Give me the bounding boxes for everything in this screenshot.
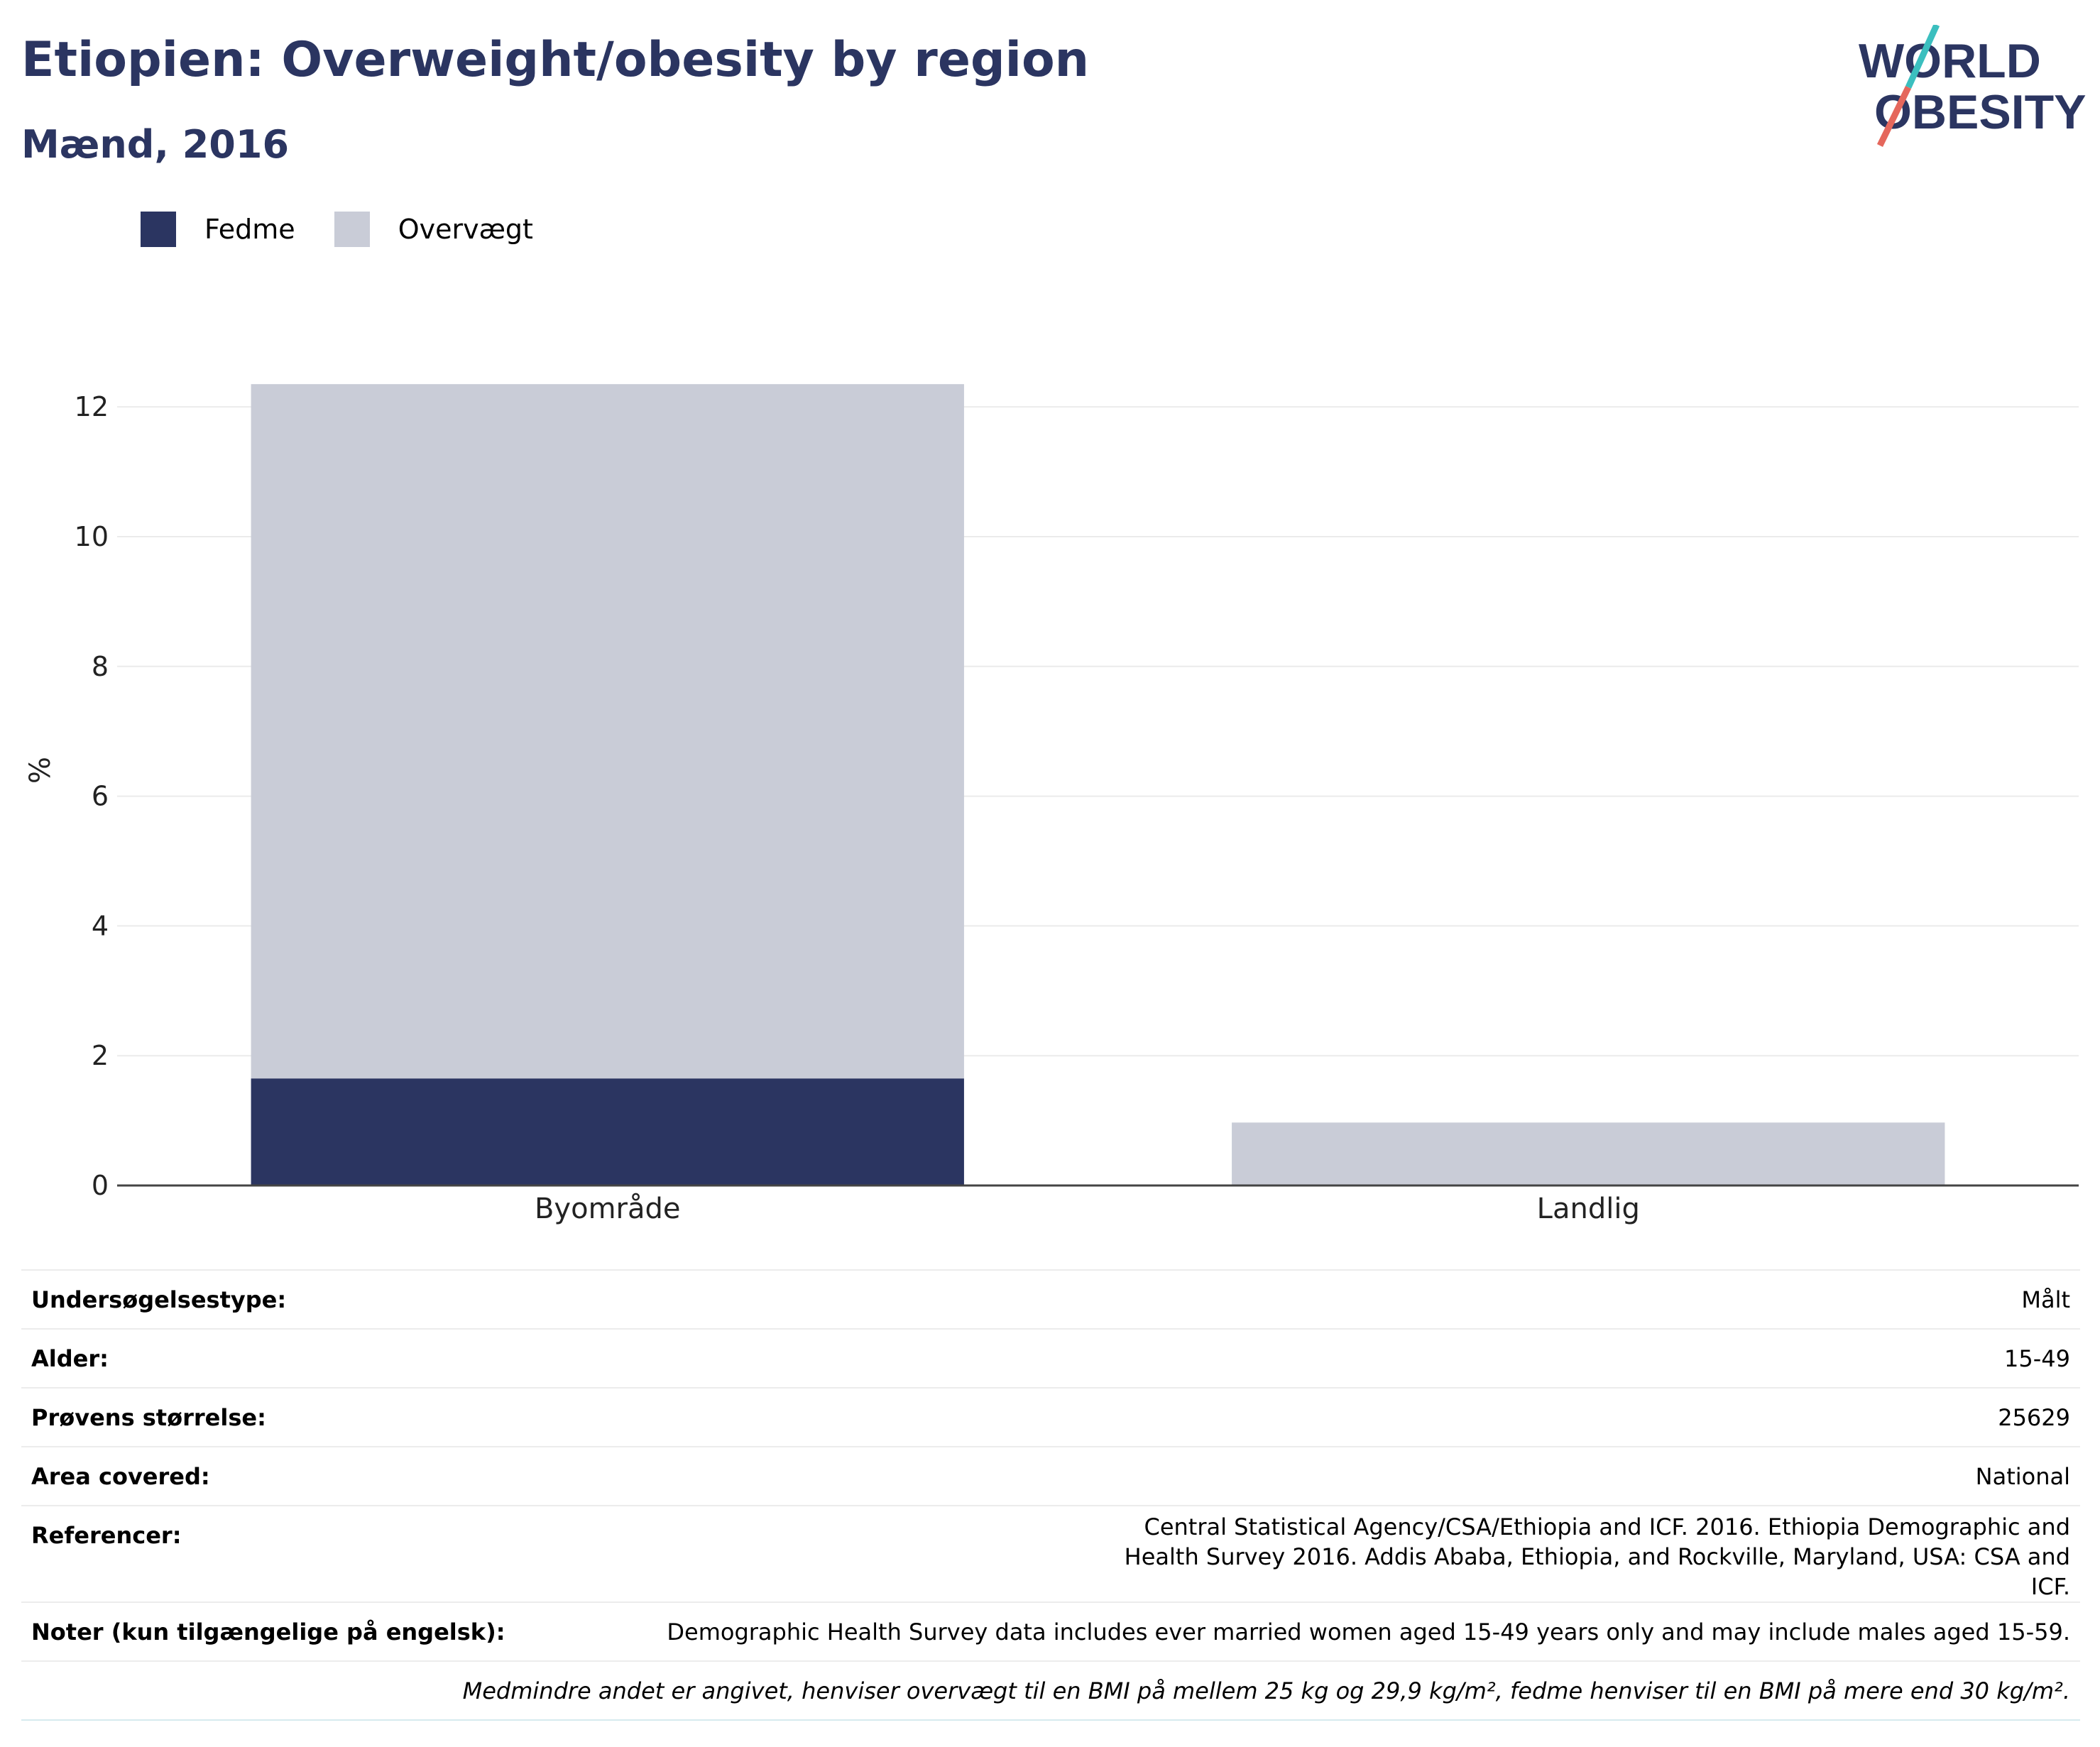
bar-overvægt [251,384,964,1079]
logo-red-slash [1876,86,1912,147]
x-tick-label: Landlig [1537,1193,1640,1225]
y-tick-label: 6 [92,781,109,812]
info-key: Area covered: [21,1446,515,1506]
info-key: Prøvens størrelse: [21,1387,515,1447]
info-key: Referencer: [21,1505,515,1602]
page-subtitle: Mænd, 2016 [21,122,290,167]
legend-label-overvaegt[interactable]: Overvægt [398,214,533,245]
y-tick-label: 4 [92,910,109,941]
y-tick-label: 2 [92,1040,109,1071]
info-row-age: Alder: 15-49 [21,1328,2080,1388]
info-table: Undersøgelsestype: Målt Alder: 15-49 Prøve… [21,1269,2080,1721]
info-row-references: Referencer: Central Statistical Agency/CS… [21,1505,2080,1602]
logo-line2: OBESITY [1874,85,2087,139]
info-row-survey-type: Undersøgelsestype: Målt [21,1269,2080,1329]
footnote: Medmindre andet er angivet, henviser ove… [21,1660,2080,1721]
info-key: Alder: [21,1328,515,1388]
info-row-notes: Noter (kun tilgængelige på engelsk): Demo… [21,1601,2080,1661]
world-obesity-logo: WORLD OBESITY [1859,25,2087,147]
info-value: 25629 [515,1387,2080,1447]
info-value: 15-49 [515,1328,2080,1388]
legend-swatch-overvaegt[interactable] [334,212,370,247]
info-value: Målt [515,1269,2080,1329]
logo-line1: WORLD [1859,34,2041,88]
info-key: Undersøgelsestype: [21,1269,515,1329]
chart-legend: Fedme Overvægt [141,212,572,247]
info-row-sample-size: Prøvens størrelse: 25629 [21,1387,2080,1447]
info-value: Central Statistical Agency/CSA/Ethiopia … [515,1505,2080,1602]
info-key: Noter (kun tilgængelige på engelsk): [21,1601,515,1661]
y-axis-label: % [24,757,57,784]
y-tick-label: 10 [75,521,109,552]
x-tick-label: Byområde [535,1193,681,1225]
info-row-area: Area covered: National [21,1446,2080,1506]
legend-label-fedme[interactable]: Fedme [204,214,295,245]
legend-swatch-fedme[interactable] [141,212,176,247]
bar-fedme [251,1078,964,1185]
info-row-footnote: Medmindre andet er angivet, henviser ove… [21,1660,2080,1721]
y-tick-label: 12 [75,391,109,422]
y-tick-label: 0 [92,1170,109,1201]
page-title: Etiopien: Overweight/obesity by region [21,32,1090,88]
info-value: National [515,1446,2080,1506]
y-tick-label: 8 [92,651,109,682]
bar-overvægt [1232,1122,1945,1185]
info-value: Demographic Health Survey data includes … [515,1601,2080,1661]
bar-chart: 0 2 4 6 8 10 12% Byområde Landlig [24,384,2079,1225]
logo-teal-slash [1905,25,1940,89]
